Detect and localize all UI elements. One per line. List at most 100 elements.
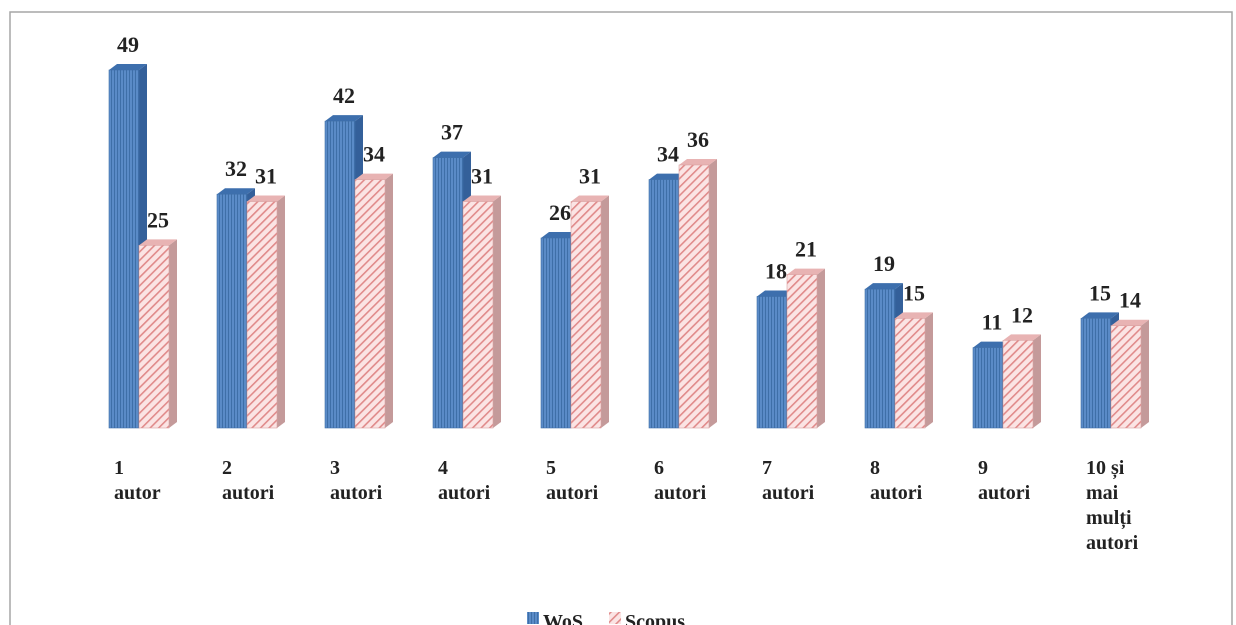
x-tick-line: autori: [330, 482, 383, 504]
x-tick-label: 6 autori: [654, 457, 707, 504]
bar-top: [571, 195, 609, 202]
bar-side: [925, 312, 933, 428]
bar: [570, 201, 602, 429]
bar-top: [757, 290, 795, 297]
x-tick-label: 8 autori: [870, 457, 923, 504]
value-label: 49: [117, 32, 139, 57]
bar-top: [355, 173, 393, 180]
legend-label: Scopus: [625, 611, 685, 625]
x-tick-label: 7 autori: [762, 457, 815, 504]
x-tick-line: 6: [654, 457, 664, 479]
bar-top: [541, 232, 579, 239]
bar-side: [709, 158, 717, 428]
x-tick-line: 7: [762, 457, 772, 479]
x-tick-line: 8: [870, 457, 880, 479]
value-label: 42: [333, 83, 355, 108]
bar-top: [1081, 312, 1119, 319]
x-tick-line: autori: [978, 482, 1031, 504]
bar-top: [679, 158, 717, 165]
bar-top: [247, 195, 285, 202]
bar: [1002, 340, 1034, 429]
bar: [138, 245, 170, 429]
x-tick-label: 10 și mai mulți autori: [1086, 457, 1139, 554]
x-tick-line: 10 și: [1086, 457, 1125, 480]
bar: [216, 193, 248, 429]
x-tick-label: 2 autori: [222, 457, 275, 504]
value-label: 15: [1089, 280, 1111, 305]
value-label: 21: [795, 237, 817, 262]
x-tick-line: 9: [978, 457, 988, 479]
value-label: 12: [1011, 302, 1033, 327]
value-label: 11: [982, 310, 1003, 335]
bar: [1110, 325, 1142, 429]
value-label: 31: [471, 164, 493, 189]
value-label: 15: [903, 280, 925, 305]
bar: [540, 237, 572, 429]
x-tick-label: 1 autor: [114, 457, 161, 504]
bar: [756, 296, 788, 429]
x-tick-line: 5: [546, 457, 556, 479]
value-label: 19: [873, 251, 895, 276]
bar-top: [463, 195, 501, 202]
bar-top: [325, 115, 363, 122]
bar: [1080, 318, 1112, 429]
bar: [432, 157, 464, 429]
value-label: 36: [687, 127, 709, 152]
x-tick-line: autori: [1086, 532, 1139, 554]
legend-label: WoS: [543, 611, 583, 625]
bar: [648, 179, 680, 429]
bar-top: [787, 268, 825, 275]
value-label: 37: [441, 120, 463, 145]
bar-side: [277, 195, 285, 428]
bar-side: [601, 195, 609, 428]
legend-swatch: [609, 612, 622, 624]
bar: [894, 318, 926, 429]
value-label: 18: [765, 258, 787, 283]
x-tick-line: autori: [762, 482, 815, 504]
legend-swatch: [527, 612, 539, 624]
value-label: 32: [225, 156, 247, 181]
bar-top: [973, 341, 1011, 348]
bar-top: [217, 188, 255, 195]
x-tick-line: autor: [114, 482, 161, 504]
bar: [108, 69, 140, 429]
bar: [462, 201, 494, 429]
bar-side: [817, 268, 825, 428]
bar-top: [109, 64, 147, 70]
value-label: 34: [363, 142, 385, 167]
x-tick-line: 1: [114, 457, 124, 479]
x-tick-line: 3: [330, 457, 340, 479]
bar-top: [895, 312, 933, 319]
bar: [864, 288, 896, 429]
x-tick-line: 2: [222, 457, 232, 479]
bar-top: [139, 239, 177, 246]
x-tick-label: 9 autori: [978, 457, 1031, 504]
value-label: 14: [1119, 288, 1141, 313]
x-tick-label: 5 autori: [546, 457, 599, 504]
x-tick-line: autori: [438, 482, 491, 504]
bar: [972, 347, 1004, 429]
bar-side: [1033, 334, 1041, 428]
x-tick-line: 4: [438, 457, 448, 479]
value-label: 25: [147, 207, 169, 232]
bar-top: [1003, 334, 1041, 341]
bar-top: [865, 283, 903, 290]
value-label: 34: [657, 142, 679, 167]
bar: [324, 120, 356, 429]
x-tick-line: autori: [870, 482, 923, 504]
bar-top: [649, 173, 687, 180]
bar: [786, 274, 818, 429]
bar-side: [1141, 319, 1149, 428]
bar-top: [433, 151, 471, 158]
value-label: 26: [549, 200, 571, 225]
x-tick-line: mai: [1086, 482, 1119, 504]
bar-side: [169, 239, 177, 428]
x-tick-label: 3 autori: [330, 457, 383, 504]
x-tick-label: 4 autori: [438, 457, 491, 504]
value-label: 31: [255, 164, 277, 189]
bar: [246, 201, 278, 429]
x-tick-line: mulți: [1086, 507, 1132, 530]
bar-side: [493, 195, 501, 428]
bar: [354, 179, 386, 429]
